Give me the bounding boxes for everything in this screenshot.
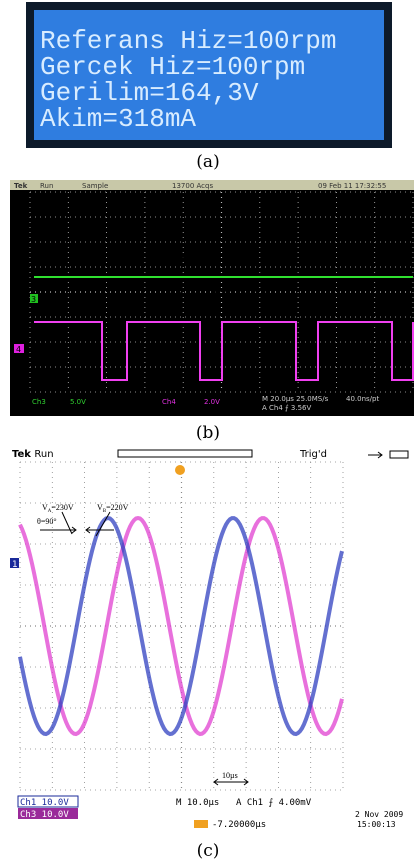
ch3: Ch3 10.0V — [20, 810, 69, 820]
trace — [18, 515, 344, 737]
mode: Sample — [82, 182, 108, 190]
scope-b — [10, 180, 414, 416]
marker: 4 — [16, 345, 21, 354]
va-label: VA=230V — [42, 503, 74, 514]
marker: 1 — [12, 560, 18, 570]
offset: -7.20000µs — [212, 820, 266, 830]
vb-label: VB=220V — [97, 503, 129, 514]
lcd-line: Akim=318mA — [40, 104, 196, 134]
marker-bg — [14, 344, 24, 353]
caption: (c) — [197, 841, 220, 861]
lcd-screen — [34, 10, 384, 140]
battery — [389, 450, 409, 459]
ch3-box — [18, 808, 78, 819]
lcd-line: Gerilim=164,3V — [40, 78, 259, 108]
brand: Tek Run — [12, 449, 54, 460]
lcd-line: Referans Hiz=100rpm — [40, 26, 336, 56]
annotation-arrows — [40, 511, 249, 786]
offset-marker — [194, 820, 208, 828]
acqs: 13700 Acqs — [172, 182, 213, 190]
power-icon — [368, 451, 383, 459]
lcd-line: Gercek Hiz=100rpm — [40, 52, 305, 82]
resolution: 40.0ns/pt — [346, 395, 379, 403]
ch3: Ch3 — [32, 398, 46, 406]
ch1-box — [17, 795, 79, 808]
ch4: Ch4 — [162, 398, 176, 406]
timebase: M 10.0µs — [176, 798, 219, 808]
scope-b-header — [10, 180, 414, 190]
status: Trig'd — [299, 449, 327, 460]
date: 2 Nov 2009 — [355, 810, 403, 819]
marker-bg — [30, 294, 38, 303]
caption: (b) — [196, 423, 220, 443]
phase-label: θ=90° — [37, 517, 57, 526]
trigger-marker — [175, 465, 185, 475]
state: Run — [40, 182, 53, 190]
marker-bg — [10, 558, 19, 568]
trace-ch4 — [34, 321, 414, 381]
ch4-scale: 2.0V — [204, 398, 220, 406]
datetime: 09 Feb 11 17:32:55 — [318, 182, 386, 190]
scope-c — [10, 446, 414, 838]
ch3-scale: 5.0V — [70, 398, 86, 406]
period-label: 10µs — [222, 771, 238, 780]
trace — [18, 515, 344, 737]
duty-label: Görev süresi=%80,1 — [170, 285, 277, 300]
time: 15:00:13 — [357, 820, 396, 829]
record-bar — [117, 449, 253, 458]
trigger: A Ch4 ⨍ 3.56V — [262, 404, 311, 412]
caption: (a) — [196, 152, 219, 172]
ch1: Ch1 10.0V — [20, 798, 69, 808]
trigger: A Ch1 ⨍ 4.00mV — [236, 798, 312, 808]
brand: Tek — [14, 182, 28, 190]
voltage-label: Vda=8,20V — [146, 250, 202, 267]
marker: 3 — [31, 295, 36, 304]
timebase: M 20.0µs 25.0MS/s — [262, 395, 329, 403]
